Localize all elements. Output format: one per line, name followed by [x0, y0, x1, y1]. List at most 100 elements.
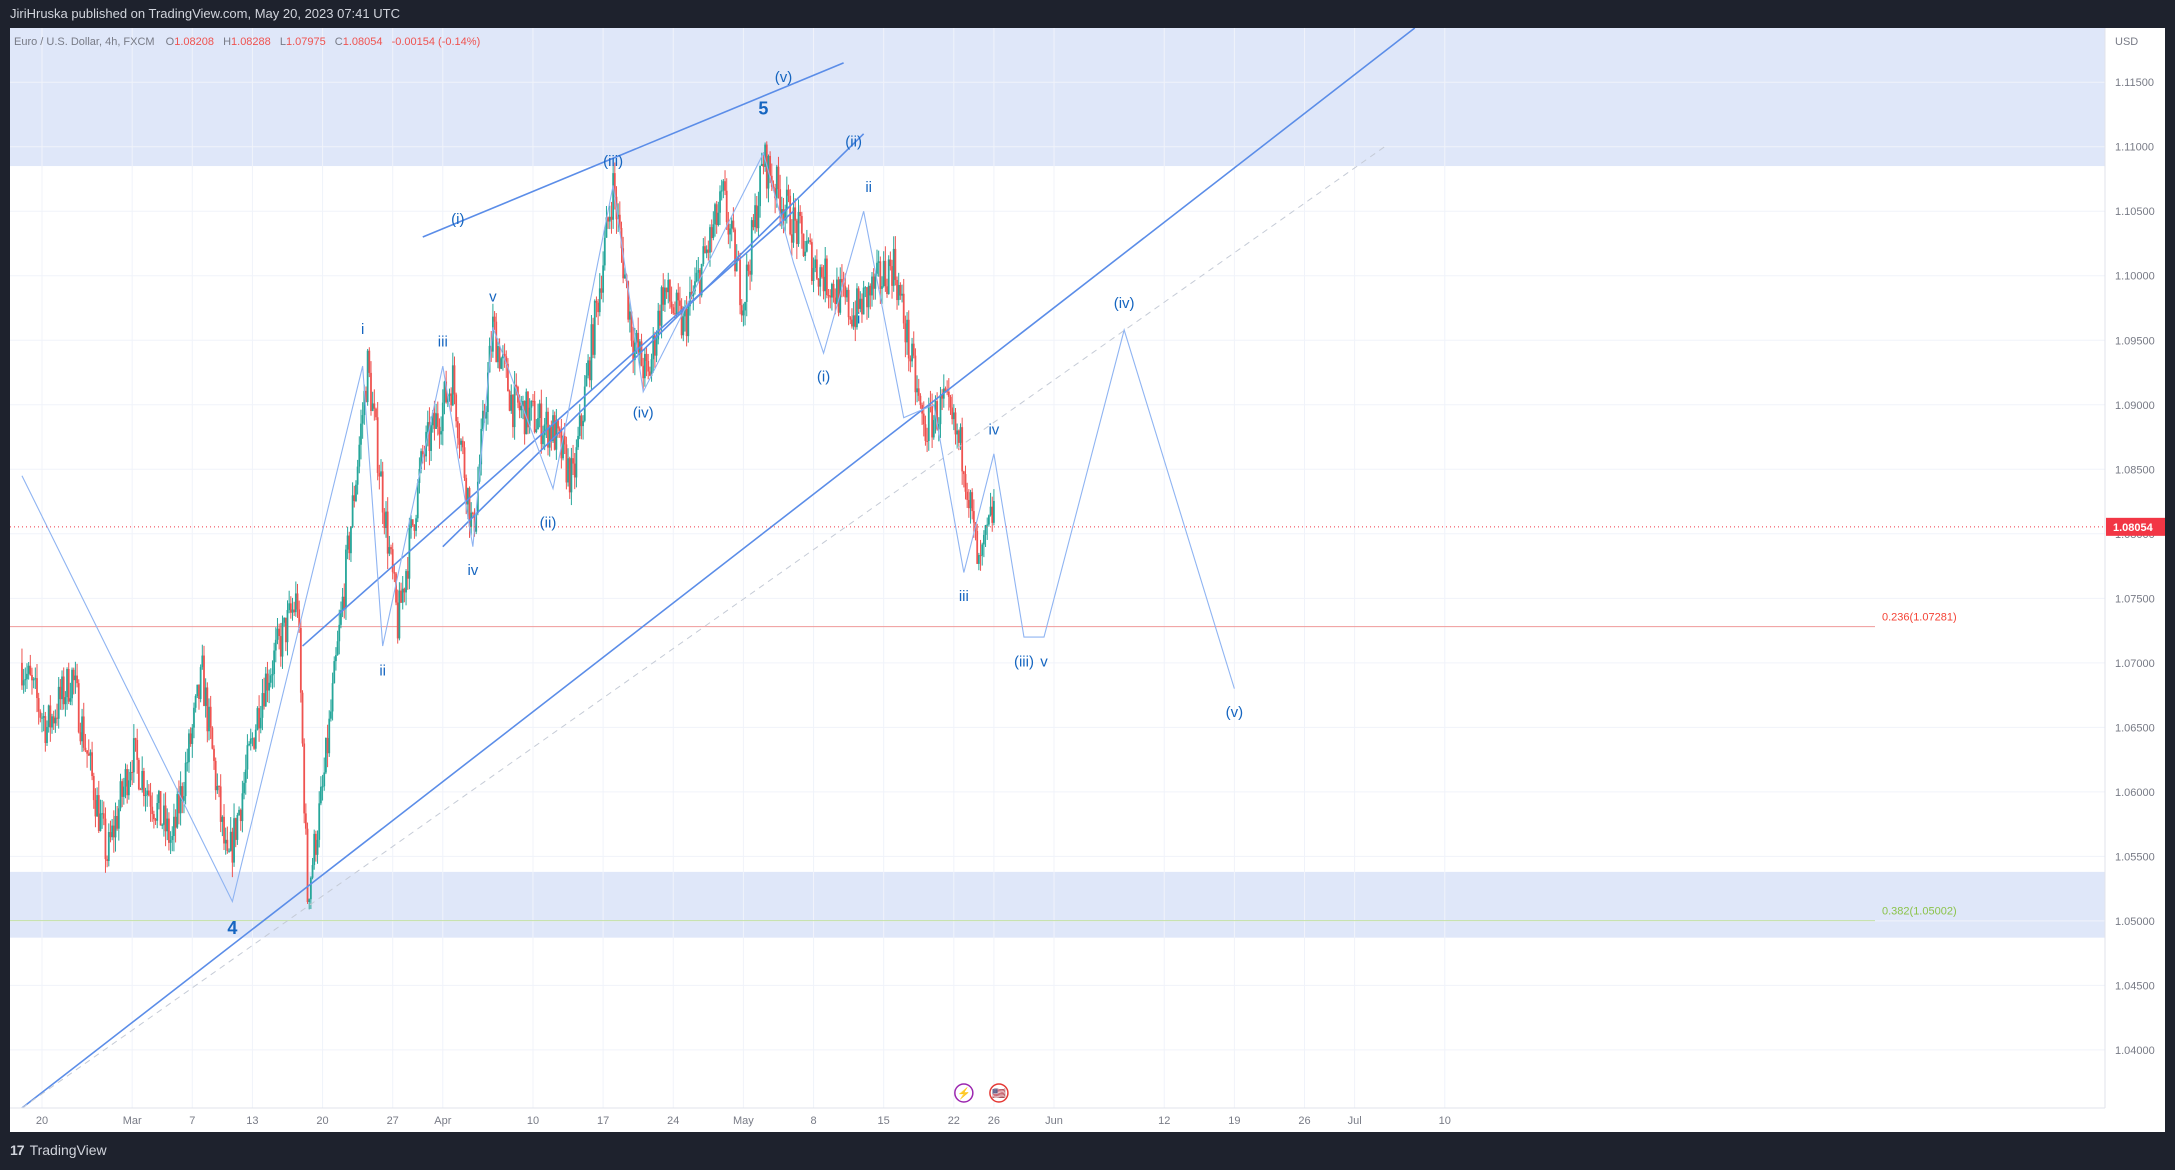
candle-body	[710, 227, 713, 239]
tradingview-logo[interactable]: 17 TradingView	[10, 1142, 107, 1158]
candle-body	[57, 686, 60, 719]
candle-body	[732, 220, 735, 230]
price-chart[interactable]: 0.236(1.07281) 0.382(1.05002) 4 5 (i) (ii) (i…	[10, 28, 2165, 1132]
candle-body	[71, 669, 73, 699]
candle-body	[966, 491, 969, 500]
time-tick-label: 26	[988, 1115, 1000, 1127]
candle-body	[652, 335, 655, 360]
candle-body	[224, 839, 227, 844]
candle-body	[198, 684, 200, 700]
us-flag-icon-circle	[989, 1083, 1009, 1103]
candle-body	[421, 451, 424, 455]
candle-body	[844, 286, 847, 298]
candle-body	[538, 403, 541, 419]
candle-body	[987, 515, 990, 525]
chart-area[interactable]: 0.236(1.07281) 0.382(1.05002) 4 5 (i) (ii) (i…	[10, 28, 2165, 1132]
candle-body	[590, 324, 593, 381]
candle-body	[283, 617, 286, 623]
candle-body	[281, 622, 284, 657]
candle-body	[325, 737, 327, 773]
candle-body	[972, 511, 975, 523]
candle-body	[834, 297, 837, 305]
candle-body	[957, 430, 960, 443]
wave-label: v	[489, 289, 497, 306]
candle-body	[911, 343, 913, 362]
candle-body	[627, 281, 630, 320]
price-tick-label: 1.06500	[2115, 722, 2155, 734]
zones-layer	[10, 28, 2105, 938]
candle-body	[533, 400, 536, 433]
candle-body	[460, 440, 463, 445]
candle-body	[216, 786, 219, 791]
candle-body	[694, 281, 696, 292]
candle-body	[690, 291, 693, 297]
candle-body	[876, 262, 878, 274]
wave-label: iii	[959, 588, 969, 605]
candle-body	[401, 588, 404, 603]
candle-body	[954, 412, 957, 435]
candle-body	[451, 365, 454, 406]
candle-body	[266, 673, 269, 691]
candle-body	[859, 298, 862, 309]
candle-body	[471, 512, 474, 514]
candle-body	[46, 726, 48, 743]
candle-body	[147, 790, 150, 796]
candle-body	[522, 400, 524, 406]
candle-body	[747, 264, 750, 271]
candle-body	[152, 814, 155, 820]
candle-body	[914, 355, 917, 393]
candle-body	[415, 518, 417, 531]
candle-body	[343, 596, 346, 609]
candle-body	[754, 205, 756, 228]
candle-body	[495, 321, 498, 363]
candle-body	[867, 285, 870, 308]
candle-body	[645, 353, 648, 361]
wave-label: (iv)	[633, 405, 654, 422]
time-tick-label: 10	[527, 1115, 539, 1127]
tradingview-logo-icon: 17	[10, 1142, 25, 1158]
time-tick-label: 27	[387, 1115, 399, 1127]
candle-body	[420, 451, 422, 469]
candle-body	[924, 424, 927, 441]
candle-body	[565, 444, 568, 483]
candle-body	[552, 415, 554, 442]
candle-body	[587, 360, 589, 376]
candle-body	[600, 288, 603, 293]
candle-body	[278, 628, 281, 637]
price-tick-label: 1.10000	[2115, 271, 2155, 283]
candle-body	[550, 426, 553, 442]
candle-body	[430, 425, 433, 451]
candle-body	[259, 717, 262, 729]
candle-body	[204, 687, 207, 706]
candle-body	[121, 781, 124, 797]
candle-body	[570, 458, 573, 493]
candle-body	[146, 790, 149, 795]
candle-body	[497, 346, 499, 363]
candle-body	[894, 248, 897, 280]
candle-body	[398, 590, 401, 639]
candle-body	[664, 287, 666, 305]
candle-body	[455, 394, 458, 422]
candle-body	[194, 695, 197, 708]
candle-body	[946, 391, 949, 393]
candle-body	[749, 270, 751, 275]
candle-body	[866, 287, 868, 308]
candle-body	[440, 431, 443, 435]
open-label: O	[166, 36, 175, 48]
candle-body	[109, 832, 112, 838]
candle-body	[643, 353, 646, 379]
candle-body	[725, 190, 728, 223]
candle-body	[628, 311, 631, 320]
candle-body	[498, 346, 501, 369]
candle-body	[610, 216, 613, 220]
candle-body	[842, 282, 845, 287]
candle-body	[428, 422, 431, 451]
candle-body	[562, 435, 564, 459]
high-value: 1.08288	[231, 36, 271, 48]
candle-body	[989, 506, 992, 516]
candle-body	[742, 310, 745, 316]
candle-body	[764, 144, 767, 167]
candle-body	[166, 818, 169, 832]
candle-body	[356, 466, 359, 485]
price-tick-label: 1.07000	[2115, 658, 2155, 670]
